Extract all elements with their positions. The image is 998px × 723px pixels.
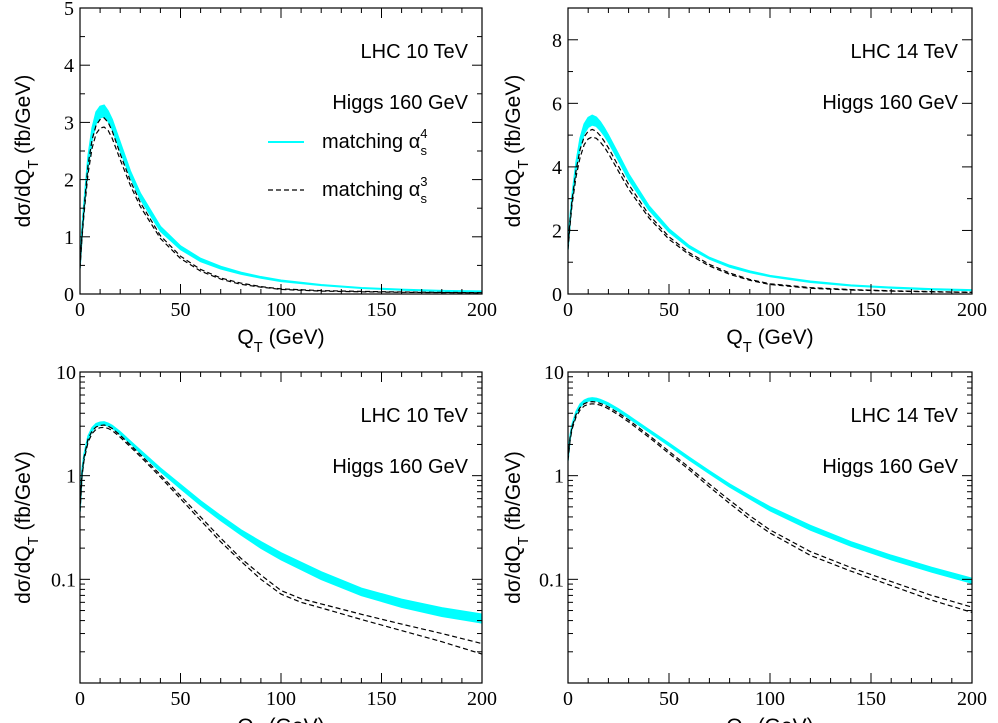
panel-top-right-xlabel: QT (GeV) — [726, 326, 813, 356]
panel-bottom-right: 0 50 100 150 200 0.1 1 10 QT (GeV) dσ/dQT (fb/GeV… — [502, 362, 987, 723]
panel-bottom-right-xlabel: QT (GeV) — [726, 715, 813, 723]
panel-top-right-band-alpha4 — [568, 114, 972, 292]
panel-top-right-ytick-label: 4 — [552, 157, 562, 179]
panel-bottom-left-series — [80, 421, 482, 655]
panel-bottom-left-ylabel: dσ/dQT (fb/GeV) — [12, 451, 42, 604]
panel-top-left-annotation-1: Higgs 160 GeV — [332, 92, 468, 114]
panel-bottom-right-ylabel: dσ/dQT (fb/GeV) — [502, 451, 532, 604]
panel-bottom-left-ytick-label: 0.1 — [51, 569, 76, 591]
panel-top-left-annotation-0: LHC 10 TeV — [361, 41, 469, 63]
panel-bottom-left-annotation-1: Higgs 160 GeV — [332, 456, 468, 478]
panel-top-right-xtick-label: 0 — [563, 299, 573, 321]
panel-bottom-right-xtick-label: 100 — [755, 688, 785, 710]
panel-bottom-right-band-alpha4 — [568, 397, 972, 584]
panel-top-right-xtick-label: 150 — [856, 299, 886, 321]
panel-top-left-ytick-label: 1 — [64, 227, 74, 249]
panel-top-left-legend: matching α4 s matching α3 s — [268, 126, 428, 206]
panel-bottom-left: 0 50 100 150 200 0.1 1 10 QT (GeV) dσ/dQT (fb/GeV… — [12, 362, 497, 723]
panel-bottom-left-xtick-label: 100 — [266, 688, 296, 710]
panel-top-left-ytick-label: 3 — [64, 112, 74, 134]
panel-top-left-xtick-label: 0 — [75, 299, 85, 321]
panel-top-right-ytick-label: 2 — [552, 220, 562, 242]
panel-bottom-right-annotation-0: LHC 14 TeV — [851, 405, 959, 427]
panel-top-right-dashed-alpha3-1 — [568, 128, 972, 293]
panel-top-left-band-alpha4 — [80, 104, 482, 293]
panel-top-left-xtick-label: 150 — [367, 299, 397, 321]
panel-top-right-xtick-label: 100 — [755, 299, 785, 321]
panel-top-right: 0 50 100 150 200 0 2 4 6 8 QT (GeV) dσ/dQT (fb/GeV)… — [502, 7, 987, 356]
panel-bottom-left-xtick-label: 50 — [171, 688, 191, 710]
legend-label-1: matching α3 s — [322, 174, 428, 206]
panel-top-left-ylabel: dσ/dQT (fb/GeV) — [12, 75, 42, 228]
panel-top-left-dashed-alpha3-2 — [80, 126, 482, 294]
panel-top-left-ytick-label: 2 — [64, 170, 74, 192]
panel-top-right-ytick-label: 6 — [552, 93, 562, 115]
panel-bottom-right-ytick-label: 10 — [544, 362, 564, 384]
panel-bottom-left-band-alpha4 — [80, 421, 482, 624]
panel-top-right-xtick-label: 200 — [957, 299, 987, 321]
panel-bottom-left-xtick-label: 150 — [367, 688, 397, 710]
panel-bottom-left-xtick-label: 0 — [75, 688, 85, 710]
panel-bottom-left-dashed-alpha3-1 — [80, 424, 482, 645]
panel-top-right-ytick-label: 8 — [552, 30, 562, 52]
legend-label-0: matching α4 s — [322, 126, 428, 158]
panel-bottom-right-dashed-alpha3-1 — [568, 400, 972, 608]
panel-bottom-left-ytick-label: 1 — [66, 466, 76, 488]
panel-top-right-annotation-0: LHC 14 TeV — [851, 41, 959, 63]
panel-bottom-right-xtick-label: 0 — [563, 688, 573, 710]
panel-top-left-xlabel: QT (GeV) — [237, 326, 324, 356]
panel-bottom-right-xtick-label: 200 — [957, 688, 987, 710]
panel-bottom-right-xtick-label: 150 — [856, 688, 886, 710]
panel-top-left: 0 50 100 150 200 0 1 2 3 4 5 QT (GeV) dσ/dQT (fb/GeV… — [12, 0, 497, 356]
panel-top-left-ytick-label: 0 — [64, 284, 74, 306]
panel-top-left-ytick-label: 5 — [64, 0, 74, 20]
panel-bottom-left-ytick-label: 10 — [56, 362, 76, 384]
panel-bottom-right-xtick-label: 50 — [659, 688, 679, 710]
panel-top-right-dashed-alpha3-2 — [568, 136, 972, 293]
panel-bottom-right-annotation-1: Higgs 160 GeV — [822, 456, 958, 478]
panel-bottom-left-dashed-alpha3-2 — [80, 426, 482, 655]
panel-top-right-annotation-1: Higgs 160 GeV — [822, 92, 958, 114]
panel-bottom-left-annotation-0: LHC 10 TeV — [361, 405, 469, 427]
panel-top-right-ylabel: dσ/dQT (fb/GeV) — [502, 75, 532, 228]
panel-top-left-ytick-label: 4 — [64, 55, 74, 77]
panel-top-left-xtick-label: 50 — [171, 299, 191, 321]
panel-top-right-ytick-label: 0 — [552, 284, 562, 306]
panel-top-right-series — [568, 114, 972, 293]
panel-top-left-xtick-label: 200 — [467, 299, 497, 321]
panel-bottom-left-xlabel: QT (GeV) — [237, 715, 324, 723]
panel-bottom-right-ytick-label: 0.1 — [539, 569, 564, 591]
panel-bottom-right-series — [568, 397, 972, 613]
panel-bottom-right-ytick-label: 1 — [554, 466, 564, 488]
panel-top-right-xtick-label: 50 — [659, 299, 679, 321]
panel-bottom-left-xtick-label: 200 — [467, 688, 497, 710]
panel-top-left-xtick-label: 100 — [266, 299, 296, 321]
